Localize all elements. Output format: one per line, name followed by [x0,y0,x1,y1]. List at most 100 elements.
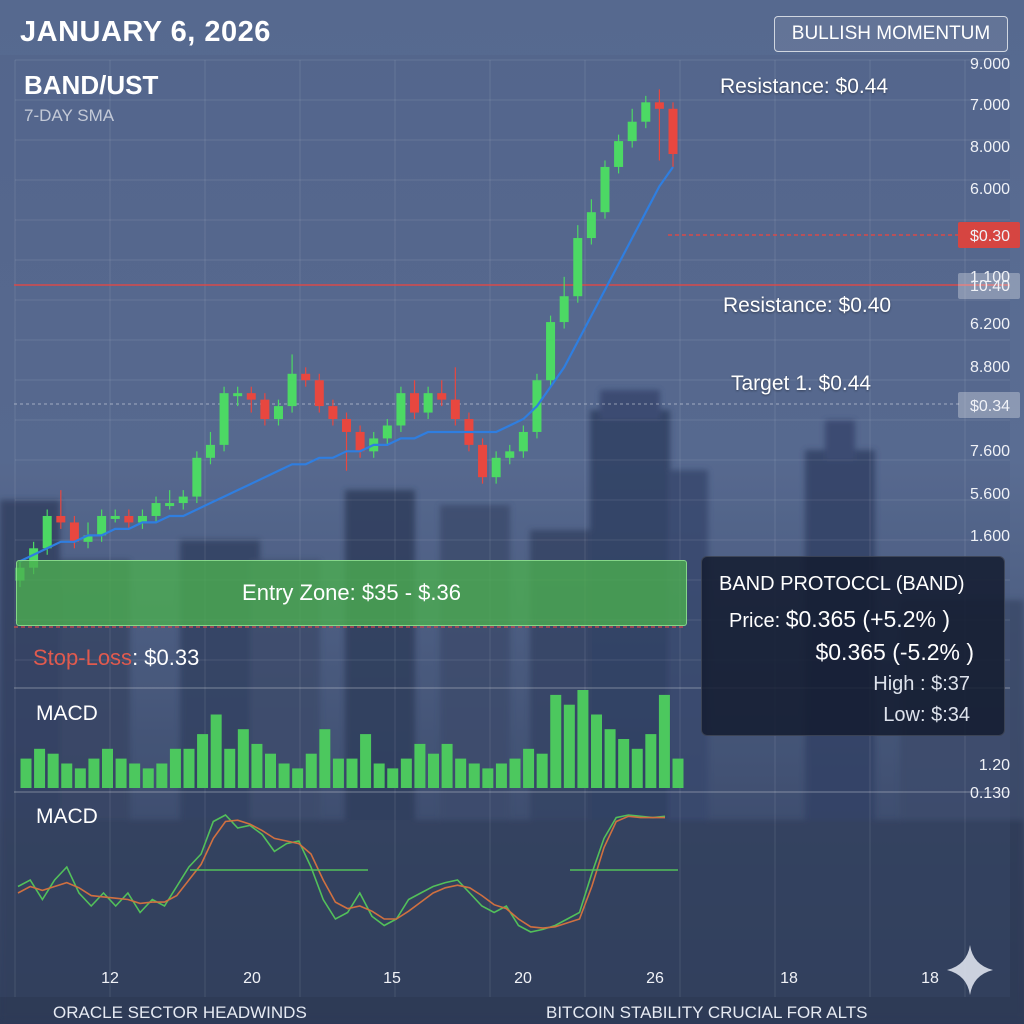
y-tick-label: 1.600 [970,528,1010,545]
y-tick-label: 6.000 [970,181,1010,198]
volume-bar-1 [34,748,46,788]
info-price-value: $0.365 (+5.2% ) [785,606,950,632]
candle-25 [355,425,365,458]
candle-body [246,393,256,400]
price-tag-target [958,392,1020,418]
candle-23 [328,399,338,426]
entry-zone: Entry Zone: $35 - $.36 [16,560,687,626]
volume-bar-23 [332,758,344,788]
candle-24 [342,412,351,471]
candle-body [42,515,52,549]
candle-36 [505,444,515,465]
volume-bar-17 [251,743,263,788]
volume-bar-48 [672,758,684,788]
candle-body [355,431,365,452]
macd-signal-line [17,815,665,929]
candle-body [137,515,147,523]
candle-15 [219,386,229,452]
stop-loss-value: : $0.33 [132,645,200,670]
volume-bar-46 [645,734,657,788]
volume-bar-45 [631,748,643,788]
y-tick-label: 7.600 [970,443,1010,460]
candle-body [69,522,79,542]
candle-body [382,425,392,439]
volume-bar-29 [414,743,426,788]
volume-bar-44 [618,739,630,788]
volume-bar-7 [115,758,127,788]
candle-body [641,102,651,122]
x-tick-label: 20 [243,970,261,987]
volume-bar-2 [47,753,59,788]
candle-body [192,457,202,497]
candle-43 [600,160,610,219]
candle-48 [668,102,678,167]
candle-45 [627,108,637,148]
candle-30 [423,386,433,420]
candle-body [518,431,528,452]
candle-31 [437,380,447,407]
candle-12 [178,490,188,510]
candle-7 [110,509,120,523]
volume-bar-12 [183,748,195,788]
volume-bar-14 [210,714,222,788]
candle-46 [641,95,651,129]
volume-bar-32 [455,758,467,788]
volume-bar-34 [482,768,494,788]
bullish-momentum-badge[interactable]: BULLISH MOMENTUM [774,16,1008,52]
candle-body [423,393,433,413]
candle-body [559,296,569,323]
volume-bar-11 [169,748,181,788]
candle-body [56,515,66,523]
candle-32 [450,367,460,426]
candle-body [110,515,120,519]
x-axis-ticks: 12 20 15 20 26 18 18 [101,970,939,987]
sma-line [19,166,674,563]
volume-bar-35 [495,763,507,788]
candle-body [627,121,637,142]
candle-13 [192,451,202,504]
y-tick-label: 1.100 [970,269,1010,286]
info-price: Price: $0.365 (+5.2% ) [729,606,950,633]
volume-bar-39 [550,694,562,788]
volume-bar-28 [400,758,412,788]
stop-loss-word: Stop-Loss [33,645,133,670]
stop-loss-label: Stop-Loss: $0.33 [33,645,199,671]
resistance-mid-label: Resistance: $0.40 [723,294,892,317]
candle-21 [301,367,311,387]
candle-body [314,380,324,407]
candle-42 [586,199,596,245]
volume-bar-24 [346,758,358,788]
volume-bars [20,690,684,788]
info-low: Low: $:34 [883,704,970,726]
volume-bar-37 [523,748,535,788]
candle-body [124,515,134,523]
info-high: High : $:37 [873,673,970,695]
candle-body [668,108,678,155]
candle-body [546,322,556,381]
volume-bar-47 [658,694,670,788]
volume-bar-19 [278,763,290,788]
candle-3 [56,490,66,529]
info-price-label: Price: [729,610,786,632]
candle-body [83,535,93,542]
candle-body [573,238,583,297]
candle-body [586,212,596,239]
candle-body [342,419,351,432]
volume-bar-26 [373,763,385,788]
y-tick-label: 8.800 [970,359,1010,376]
volume-panel-label: MACD [36,702,98,725]
x-tick-label: 18 [780,970,798,987]
target-label: Target 1. $0.44 [731,372,872,395]
candle-body [450,399,460,420]
volume-bar-9 [142,768,154,788]
candle-body [205,444,215,458]
candle-39 [546,315,556,387]
volume-bar-25 [360,734,372,788]
candle-16 [233,386,243,407]
macd-line [17,814,666,933]
x-tick-label: 15 [383,970,401,987]
candle-20 [287,354,297,413]
candlesticks [15,89,678,588]
volume-bar-27 [387,768,399,788]
